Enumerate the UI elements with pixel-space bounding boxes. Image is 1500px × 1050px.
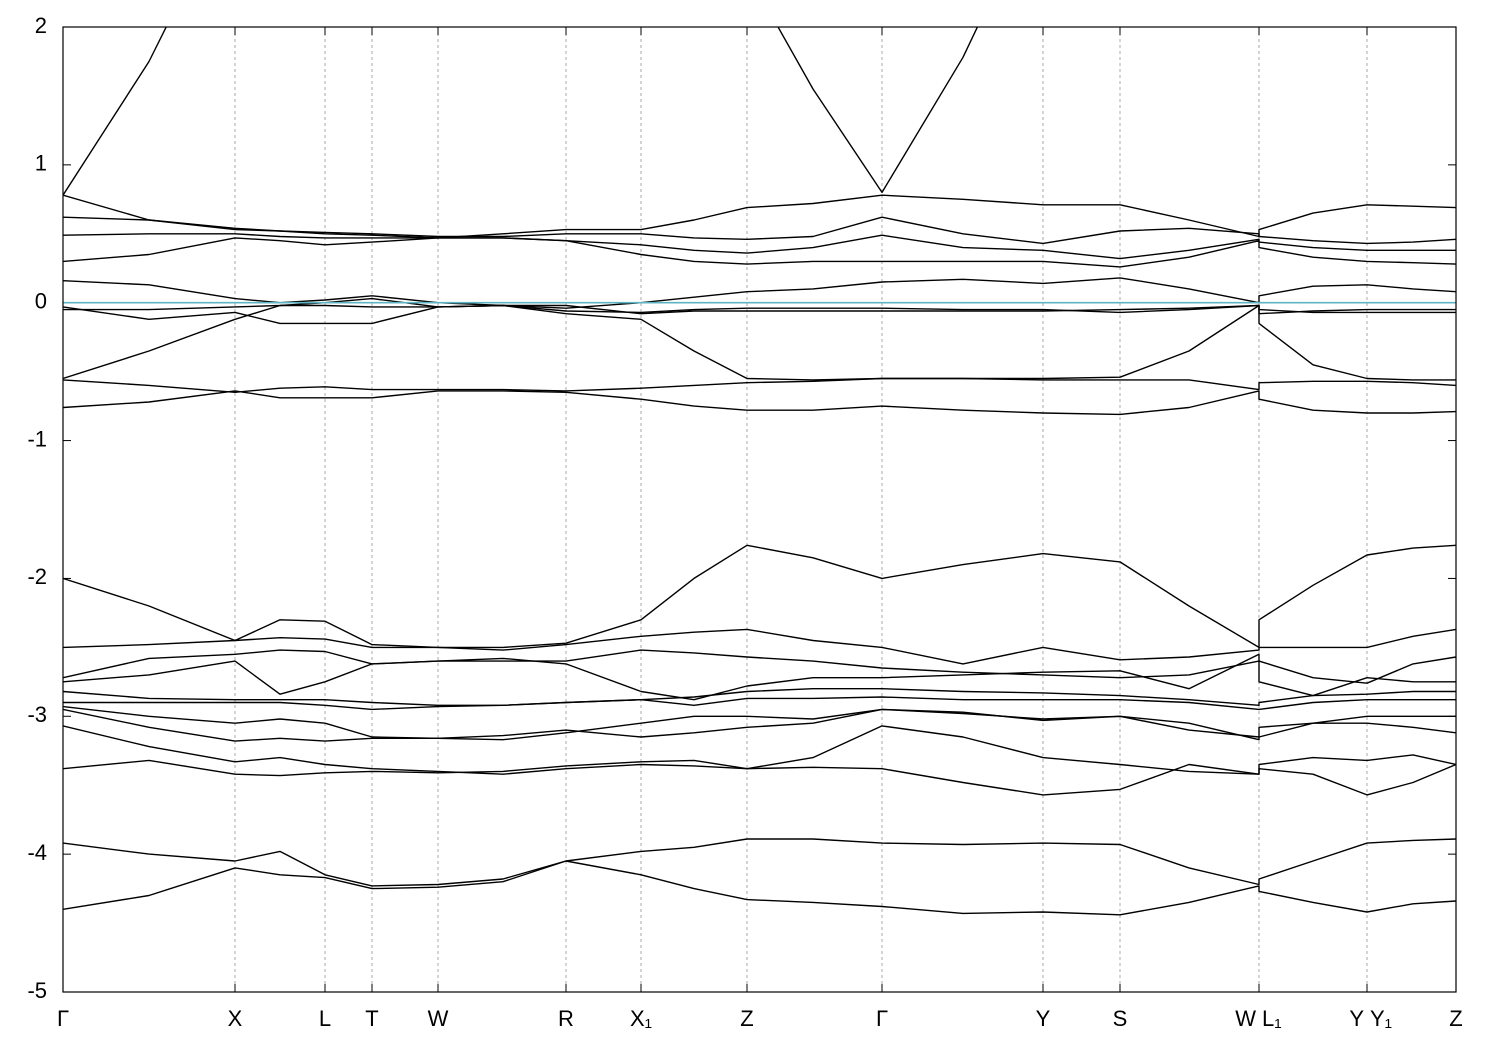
y-tick-label: -3 — [27, 702, 47, 727]
x-tick-label: Y₁ — [1370, 1006, 1392, 1031]
band-line — [63, 649, 1456, 684]
band-line — [63, 304, 1456, 381]
band-line — [63, 759, 1456, 796]
band-line — [63, 233, 1456, 260]
y-tick-label: 2 — [35, 13, 47, 38]
y-tick-label: 1 — [35, 151, 47, 176]
x-tick-label: W — [428, 1006, 449, 1031]
x-tick-label: W — [1235, 1006, 1256, 1031]
band-line — [63, 194, 1456, 239]
band-line — [63, 696, 1456, 711]
band-line — [63, 860, 1456, 916]
band-line — [63, 705, 1456, 741]
band-line — [63, 708, 1456, 742]
band-line — [63, 544, 1456, 649]
y-tick-label: -4 — [27, 840, 47, 865]
band-line — [63, 688, 1456, 706]
plot-area — [63, 27, 1456, 916]
y-tick-label: -5 — [27, 978, 47, 1003]
x-tick-label: X₁ — [630, 1006, 652, 1031]
band-line — [63, 216, 1456, 245]
plot-frame — [62, 26, 1457, 993]
band-line — [63, 304, 1456, 325]
y-tick-label: 0 — [35, 289, 47, 314]
band-line — [63, 725, 1456, 775]
y-tick-label: -2 — [27, 564, 47, 589]
x-tick-label: Y — [1036, 1006, 1051, 1031]
x-tick-label: R — [558, 1006, 574, 1031]
band-line — [63, 838, 1456, 887]
band-line — [63, 653, 1456, 701]
x-tick-label: S — [1113, 1006, 1128, 1031]
x-tick-label: L — [319, 1006, 331, 1031]
band-line — [63, 377, 1456, 393]
x-tick-label: Γ — [57, 1006, 69, 1031]
x-tick-label: Y — [1349, 1006, 1364, 1031]
x-tick-label: X — [228, 1006, 243, 1031]
band-line — [63, 628, 1456, 665]
x-tick-label: T — [365, 1006, 378, 1031]
x-tick-label: Z — [1449, 1006, 1462, 1031]
band-line — [63, 237, 1456, 268]
band-line — [63, 27, 979, 196]
x-tick-label: Γ — [876, 1006, 888, 1031]
x-tick-label: Z — [740, 1006, 753, 1031]
x-tick-label: L₁ — [1262, 1006, 1282, 1031]
y-tick-label: -1 — [27, 426, 47, 451]
band-line — [63, 277, 1456, 309]
band-line — [63, 390, 1456, 416]
